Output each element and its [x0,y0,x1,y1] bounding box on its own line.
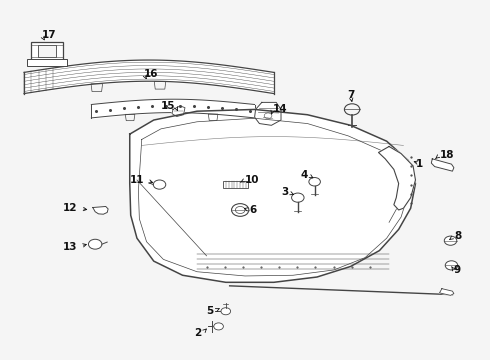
Polygon shape [378,147,416,210]
Circle shape [221,308,231,315]
Circle shape [153,180,166,189]
Text: 5: 5 [207,306,214,316]
Circle shape [444,236,457,245]
FancyBboxPatch shape [38,45,56,57]
Text: 7: 7 [347,90,354,100]
Circle shape [232,204,249,216]
Text: 10: 10 [245,175,260,185]
Circle shape [89,239,102,249]
Text: 14: 14 [273,104,288,114]
Text: 1: 1 [416,159,423,169]
Text: 15: 15 [161,101,175,111]
Text: 4: 4 [300,170,307,180]
Text: 6: 6 [250,205,257,215]
Text: 12: 12 [62,203,77,213]
Text: 16: 16 [144,69,159,79]
FancyBboxPatch shape [223,181,248,189]
Polygon shape [172,106,185,117]
FancyBboxPatch shape [31,42,63,60]
Circle shape [214,323,223,330]
Text: 8: 8 [454,231,461,242]
Polygon shape [431,159,454,171]
FancyBboxPatch shape [26,59,67,66]
Polygon shape [130,109,416,282]
Polygon shape [440,289,454,295]
Text: 2: 2 [195,328,202,338]
Text: 11: 11 [130,175,144,185]
Circle shape [445,261,458,270]
Text: 9: 9 [454,265,461,275]
Text: 13: 13 [62,242,77,252]
Polygon shape [93,207,108,214]
Text: 17: 17 [42,30,56,40]
Text: 3: 3 [281,187,288,197]
Text: 18: 18 [440,150,454,160]
Polygon shape [255,102,281,125]
